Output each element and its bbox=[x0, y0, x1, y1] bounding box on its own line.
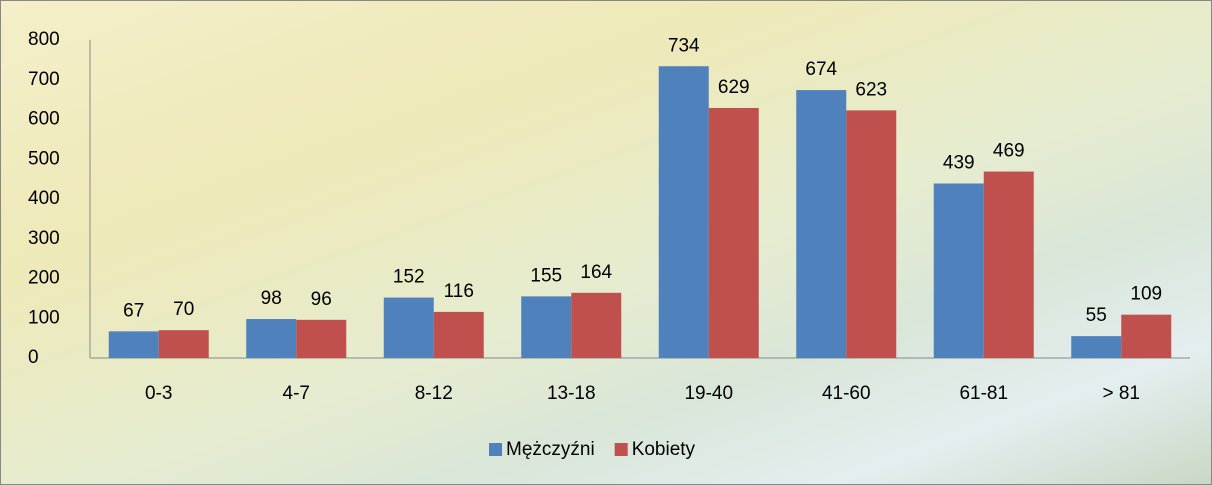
data-label: 98 bbox=[261, 288, 282, 309]
bar bbox=[158, 330, 209, 358]
bar bbox=[658, 66, 709, 359]
bar bbox=[246, 319, 297, 358]
y-tick-label: 700 bbox=[28, 69, 60, 90]
data-label: 70 bbox=[173, 299, 194, 320]
data-label: 152 bbox=[393, 267, 425, 288]
x-tick-label: 4-7 bbox=[283, 383, 310, 404]
x-tick-label: 0-3 bbox=[145, 383, 172, 404]
y-tick-label: 600 bbox=[28, 109, 60, 130]
x-tick-label: 8-12 bbox=[415, 383, 453, 404]
legend-label: Mężczyźni bbox=[506, 439, 595, 460]
x-tick-label: 13-18 bbox=[547, 383, 596, 404]
bar bbox=[571, 292, 622, 358]
bar bbox=[383, 297, 434, 358]
y-tick-label: 800 bbox=[28, 29, 60, 50]
data-label: 734 bbox=[668, 35, 700, 56]
bar bbox=[108, 331, 159, 358]
bar bbox=[433, 311, 484, 358]
x-tick-label: 41-60 bbox=[822, 383, 871, 404]
bar bbox=[796, 90, 847, 359]
y-tick-label: 400 bbox=[28, 188, 60, 209]
legend-swatch bbox=[614, 443, 628, 456]
y-tick-label: 0 bbox=[28, 347, 39, 368]
y-tick-label: 200 bbox=[28, 268, 60, 289]
data-label: 96 bbox=[311, 289, 332, 310]
bar bbox=[521, 296, 572, 358]
y-tick-label: 100 bbox=[28, 307, 60, 328]
legend-swatch bbox=[489, 443, 502, 456]
data-label: 674 bbox=[805, 59, 837, 80]
data-label: 67 bbox=[123, 300, 144, 321]
data-label: 164 bbox=[580, 262, 612, 283]
y-tick-label: 500 bbox=[28, 148, 60, 169]
data-label: 623 bbox=[855, 79, 887, 100]
bar bbox=[933, 183, 984, 358]
data-label: 155 bbox=[530, 265, 562, 286]
x-tick-label: 61-81 bbox=[959, 383, 1008, 404]
x-tick-label: > 81 bbox=[1102, 383, 1140, 404]
data-label: 116 bbox=[444, 281, 474, 302]
bar bbox=[708, 107, 759, 358]
y-tick-label: 300 bbox=[28, 228, 60, 249]
x-tick-label: 19-40 bbox=[684, 383, 733, 404]
bar bbox=[983, 171, 1034, 358]
data-label: 55 bbox=[1086, 305, 1107, 326]
data-label: 439 bbox=[943, 153, 975, 174]
data-label: 469 bbox=[993, 141, 1025, 162]
bar bbox=[296, 319, 347, 358]
bar bbox=[846, 110, 897, 358]
bar bbox=[1121, 314, 1172, 358]
legend-label: Kobiety bbox=[632, 439, 696, 460]
data-label: 109 bbox=[1130, 284, 1162, 305]
data-label: 629 bbox=[718, 77, 750, 98]
bar bbox=[1071, 336, 1122, 358]
